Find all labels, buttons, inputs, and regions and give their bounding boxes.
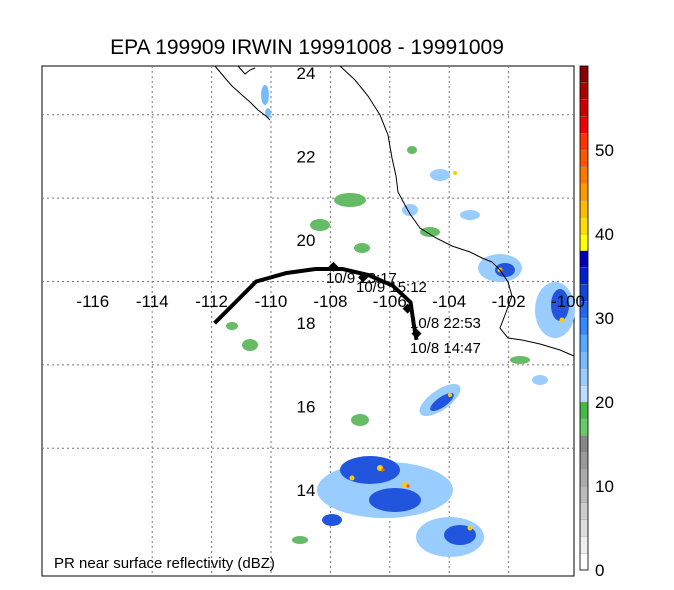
colorbar-swatch — [579, 485, 589, 503]
colorbar-frame — [579, 65, 589, 571]
reflectivity-echoes — [226, 85, 575, 557]
colorbar-swatch — [579, 469, 589, 487]
latitude-tick-label: 24 — [297, 64, 316, 83]
latitude-tick-label: 20 — [297, 231, 316, 250]
colorbar-swatch — [579, 183, 589, 201]
colorbar-swatch — [579, 519, 589, 537]
colorbar-swatch — [579, 200, 589, 218]
colorbar-swatch — [579, 418, 589, 436]
longitude-tick-label: -110 — [255, 292, 288, 311]
track-time-label: 10/9 23:17 — [326, 270, 397, 287]
colorbar-swatch — [579, 502, 589, 520]
colorbar-swatch — [579, 317, 589, 335]
colorbar-tick-label: 40 — [595, 225, 614, 244]
colorbar-swatch — [579, 233, 589, 251]
track-position-marker — [328, 261, 339, 272]
colorbar-swatch — [579, 351, 589, 369]
track-time-label: 10/9 15:12 — [356, 279, 427, 296]
colorbar-swatch — [579, 217, 589, 235]
latitude-tick-label: 22 — [297, 147, 316, 166]
colorbar-swatch — [579, 385, 589, 403]
latitude-tick-label: 14 — [297, 481, 316, 500]
colorbar-swatch — [579, 452, 589, 470]
colorbar-swatch — [579, 401, 589, 419]
track-position-marker — [358, 272, 369, 283]
colorbar-tick-label: 50 — [595, 141, 614, 160]
track-time-label: 10/8 14:47 — [410, 340, 481, 357]
longitude-tick-label: -112 — [195, 292, 228, 311]
colorbar-swatch — [579, 334, 589, 352]
colorbar-swatch — [579, 435, 589, 453]
colorbar-swatch — [579, 65, 589, 83]
plot-frame — [41, 65, 575, 577]
colorbar-swatch — [579, 250, 589, 268]
colorbar-tick-label: 20 — [595, 393, 614, 412]
colorbar-tick-label: 10 — [595, 477, 614, 496]
colorbar-swatch — [579, 553, 589, 571]
colorbar-swatch — [579, 133, 589, 151]
latitude-tick-label: 18 — [297, 314, 316, 333]
longitude-tick-label: -116 — [76, 292, 109, 311]
colorbar-swatch — [579, 82, 589, 100]
colorbar-swatch — [579, 149, 589, 167]
track-position-marker — [402, 303, 413, 314]
colorbar-swatch — [579, 166, 589, 184]
longitude-tick-label: -100 — [551, 292, 585, 311]
colorbar-swatch — [579, 536, 589, 554]
footer-label: PR near surface reflectivity (dBZ) — [54, 555, 275, 572]
coastline — [214, 65, 575, 357]
colorbar-swatch — [579, 99, 589, 117]
colorbar-tick-label: 30 — [595, 309, 614, 328]
colorbar-swatch — [579, 368, 589, 386]
longitude-tick-label: -104 — [432, 292, 466, 311]
colorbar-swatch — [579, 116, 589, 134]
longitude-tick-label: -102 — [492, 292, 526, 311]
colorbar: 0 10 20 30 40 50 — [579, 65, 614, 580]
longitude-tick-label: -106 — [373, 292, 407, 311]
map-title: EPA 199909 IRWIN 19991008 - 19991009 — [110, 36, 504, 59]
latitude-tick-label: 16 — [297, 398, 316, 417]
track-position-marker — [411, 328, 422, 339]
longitude-tick-label: -108 — [313, 292, 347, 311]
longitude-tick-label: -114 — [136, 292, 169, 311]
colorbar-swatch — [579, 267, 589, 285]
track-time-label: 10/8 22:53 — [410, 315, 481, 332]
colorbar-tick-label: 0 — [595, 561, 604, 580]
